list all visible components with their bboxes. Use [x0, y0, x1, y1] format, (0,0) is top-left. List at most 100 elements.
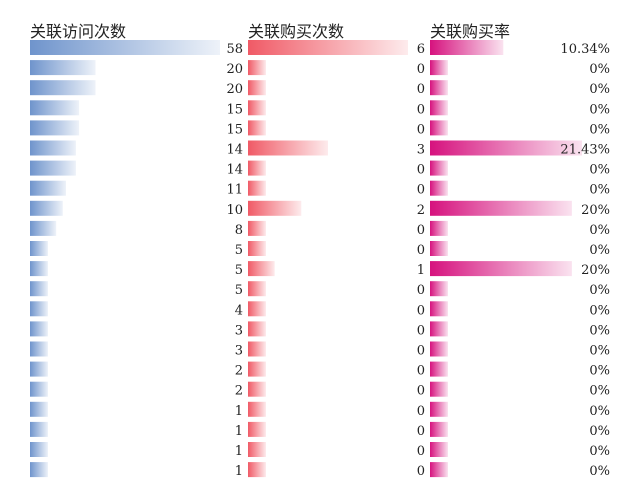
visits-bar-10: [30, 220, 57, 236]
rate-bar-16: [430, 341, 448, 357]
rate-value-label-19: 0%: [589, 404, 610, 419]
visits-bar-7: [30, 160, 76, 176]
purchases-bar-8: [248, 180, 266, 196]
purchases-bar-12: [248, 261, 275, 277]
purchases-value-label-7: 0: [417, 163, 425, 178]
rate-value-label-11: 0%: [589, 243, 610, 258]
rate-value-label-20: 0%: [589, 424, 610, 439]
visits-bar-4: [30, 100, 80, 116]
purchases-value-label-13: 0: [417, 283, 425, 298]
rate-bar-3: [430, 80, 448, 96]
rate-value-label-8: 0%: [589, 183, 610, 198]
rate-value-label-12: 20%: [581, 263, 610, 278]
rate-value-label-2: 0%: [589, 62, 610, 77]
purchases-value-label-3: 0: [417, 82, 425, 97]
purchases-bar-10: [248, 220, 266, 236]
purchases-bar-18: [248, 381, 266, 397]
rate-bar-1: [430, 40, 504, 55]
purchases-value-label-5: 0: [417, 122, 425, 137]
purchases-value-label-14: 0: [417, 303, 425, 318]
rate-bar-13: [430, 281, 448, 297]
visits-value-label-18: 2: [235, 384, 243, 399]
purchases-bar-2: [248, 60, 266, 76]
purchases-bar-21: [248, 442, 266, 457]
visits-value-label-16: 3: [235, 344, 243, 359]
visits-bar-16: [30, 341, 48, 357]
purchases-bar-4: [248, 100, 266, 116]
rate-bar-19: [430, 401, 448, 417]
purchases-value-label-19: 0: [417, 404, 425, 419]
purchases-value-label-22: 0: [417, 464, 425, 479]
rate-bar-8: [430, 180, 448, 196]
rate-bar-12: [430, 261, 572, 277]
rate-value-label-4: 0%: [589, 102, 610, 117]
purchases-bar-14: [248, 301, 266, 317]
purchases-value-label-4: 0: [417, 102, 425, 117]
purchases-value-label-21: 0: [417, 444, 425, 459]
visits-bar-9: [30, 200, 63, 216]
rate-value-label-22: 0%: [589, 464, 610, 479]
visits-bar-14: [30, 301, 48, 317]
visits-value-label-9: 10: [226, 203, 243, 218]
rate-value-label-17: 0%: [589, 364, 610, 379]
column-title-visits: 关联访问次数: [30, 22, 127, 41]
rate-bar-2: [430, 60, 448, 76]
rate-value-label-6: 21.43%: [560, 143, 610, 158]
purchases-bar-16: [248, 341, 266, 357]
rate-value-label-21: 0%: [589, 444, 610, 459]
visits-value-label-22: 1: [235, 464, 243, 479]
visits-value-label-17: 2: [235, 364, 243, 379]
rate-bar-4: [430, 100, 448, 116]
visits-value-label-5: 15: [226, 122, 243, 137]
purchases-bar-20: [248, 421, 266, 437]
purchases-bar-22: [248, 462, 266, 478]
rate-bar-5: [430, 120, 448, 136]
rate-bar-15: [430, 321, 448, 337]
rate-bar-9: [430, 200, 572, 216]
rate-bar-14: [430, 301, 448, 317]
visits-bar-13: [30, 281, 48, 297]
visits-value-label-6: 14: [226, 143, 243, 158]
rate-value-label-9: 20%: [581, 203, 610, 218]
visits-value-label-8: 11: [226, 183, 243, 198]
rate-bar-7: [430, 160, 448, 176]
visits-value-label-1: 58: [226, 42, 243, 57]
purchases-value-label-17: 0: [417, 364, 425, 379]
visits-bar-6: [30, 140, 76, 156]
purchases-value-label-10: 0: [417, 223, 425, 238]
rate-bar-11: [430, 241, 448, 256]
visits-value-label-19: 1: [235, 404, 243, 419]
purchases-value-label-12: 1: [417, 263, 425, 278]
visits-bar-3: [30, 80, 96, 96]
purchases-bar-11: [248, 241, 266, 256]
rate-value-label-10: 0%: [589, 223, 610, 238]
visits-bar-22: [30, 462, 48, 478]
purchases-bar-3: [248, 80, 266, 96]
purchases-value-label-1: 6: [417, 42, 425, 57]
purchases-value-label-6: 3: [417, 143, 425, 158]
rate-value-label-3: 0%: [589, 82, 610, 97]
rate-value-label-5: 0%: [589, 122, 610, 137]
rate-bar-22: [430, 462, 448, 478]
rate-bar-6: [430, 140, 582, 156]
visits-value-label-10: 8: [235, 223, 243, 238]
visits-bar-8: [30, 180, 66, 196]
visits-value-label-2: 20: [226, 62, 243, 77]
purchases-value-label-15: 0: [417, 323, 425, 338]
rate-value-label-1: 10.34%: [560, 42, 610, 57]
visits-bar-2: [30, 60, 96, 76]
purchases-bar-15: [248, 321, 266, 337]
purchases-bar-5: [248, 120, 266, 136]
rate-value-label-14: 0%: [589, 303, 610, 318]
purchases-bar-6: [248, 140, 328, 156]
rate-bar-17: [430, 361, 448, 377]
visits-bar-1: [30, 40, 220, 55]
rate-value-label-18: 0%: [589, 384, 610, 399]
purchases-bar-13: [248, 281, 266, 297]
rate-value-label-7: 0%: [589, 163, 610, 178]
column-title-rate: 关联购买率: [430, 22, 511, 41]
purchases-value-label-8: 0: [417, 183, 425, 198]
purchases-value-label-2: 0: [417, 62, 425, 77]
purchases-bar-7: [248, 160, 266, 176]
